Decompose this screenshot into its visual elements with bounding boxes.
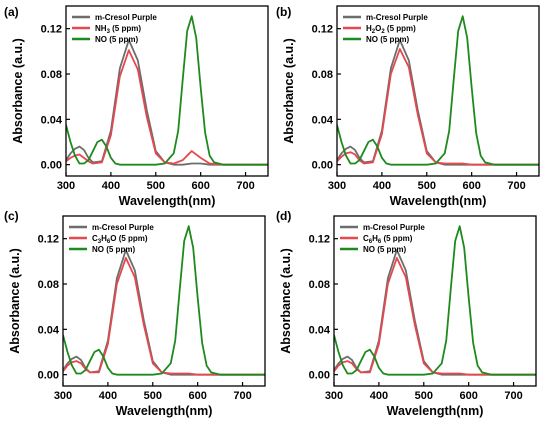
panel-label: (b) [276,5,291,19]
x-tick-label: 300 [325,390,343,402]
x-tick-label: 500 [147,180,165,192]
x-tick-label: 600 [188,390,206,402]
x-tick-label: 600 [462,180,480,192]
series-line-2 [63,257,265,376]
y-tick-label: 0.00 [38,370,59,382]
x-tick-label: 600 [459,390,477,402]
y-tick-label: 0.12 [38,234,59,246]
x-tick-label: 500 [418,180,436,192]
chart-panel-3: 300 400 500 600 700 0.00 0.04 0.08 0.12 Wavelengt… [4,209,266,418]
legend-label-2: H2O2 (5 ppm) [366,24,416,35]
x-axis-label: Wavelength(nm) [119,194,216,208]
legend-label-2: C6H6 (5 ppm) [363,234,413,245]
legend-label-2: NH3 (5 ppm) [95,24,141,35]
panel-label: (d) [276,209,291,223]
y-tick-label: 0.12 [41,24,62,36]
legend-label-3: NO (5 ppm) [92,245,135,254]
x-axis-label: Wavelength(nm) [116,404,213,418]
series-line-2 [334,257,536,376]
chart-panel-4: 300 400 500 600 700 0.00 0.04 0.08 0.12 Wavelengt… [276,209,537,418]
legend-label-2: C3H6O (5 ppm) [92,234,148,245]
series-line-2 [66,49,268,166]
plot-frame [336,5,540,177]
y-tick-label: 0.00 [309,370,330,382]
y-tick-label: 0.12 [312,24,333,36]
y-tick-label: 0.04 [309,324,331,336]
legend-label-3: NO (5 ppm) [363,245,406,254]
y-tick-label: 0.04 [41,114,63,126]
series-line-3 [337,15,539,166]
y-axis-label: Absorbance (a.u.) [282,38,296,144]
x-tick-label: 600 [191,180,209,192]
series-line-1 [66,39,268,166]
x-tick-label: 500 [144,390,162,402]
x-tick-label: 400 [102,180,120,192]
x-tick-label: 500 [415,390,433,402]
series-line-2 [337,48,539,166]
x-tick-label: 300 [328,180,346,192]
y-tick-label: 0.04 [38,324,60,336]
series-line-3 [334,225,536,376]
x-tick-label: 700 [233,390,251,402]
series-line-3 [66,15,268,166]
x-tick-label: 400 [370,390,388,402]
x-tick-label: 700 [236,180,254,192]
y-tick-label: 0.12 [309,234,330,246]
x-tick-label: 300 [57,180,75,192]
plot-frame [62,215,266,387]
series-line-3 [63,225,265,376]
x-tick-label: 400 [373,180,391,192]
x-axis-label: Wavelength(nm) [390,194,487,208]
chart-panel-1: 300 400 500 600 700 0.00 0.04 0.08 0.12 Wavelengt… [4,5,269,208]
x-tick-label: 300 [54,390,72,402]
panel-label: (a) [4,5,19,19]
x-tick-label: 700 [507,180,525,192]
legend-label-3: NO (5 ppm) [95,35,138,44]
x-axis-label: Wavelength(nm) [387,404,484,418]
y-tick-label: 0.00 [312,160,333,172]
y-axis-label: Absorbance (a.u.) [11,38,25,144]
plot-frame [65,5,269,177]
y-tick-label: 0.08 [312,69,333,81]
legend-label-1: m-Cresol Purple [366,13,428,22]
x-tick-label: 700 [504,390,522,402]
y-tick-label: 0.08 [309,279,330,291]
y-tick-label: 0.08 [41,69,62,81]
y-axis-label: Absorbance (a.u.) [279,248,293,354]
y-tick-label: 0.08 [38,279,59,291]
chart-panel-2: 300 400 500 600 700 0.00 0.04 0.08 0.12 Wavelengt… [276,5,540,208]
y-tick-label: 0.00 [41,160,62,172]
plot-frame [333,215,537,387]
x-tick-label: 400 [99,390,117,402]
legend-label-1: m-Cresol Purple [363,223,425,232]
legend-label-3: NO (5 ppm) [366,35,409,44]
panel-label: (c) [4,209,19,223]
y-tick-label: 0.04 [312,114,334,126]
legend-label-1: m-Cresol Purple [95,13,157,22]
y-axis-label: Absorbance (a.u.) [8,248,22,354]
legend-label-1: m-Cresol Purple [92,223,154,232]
